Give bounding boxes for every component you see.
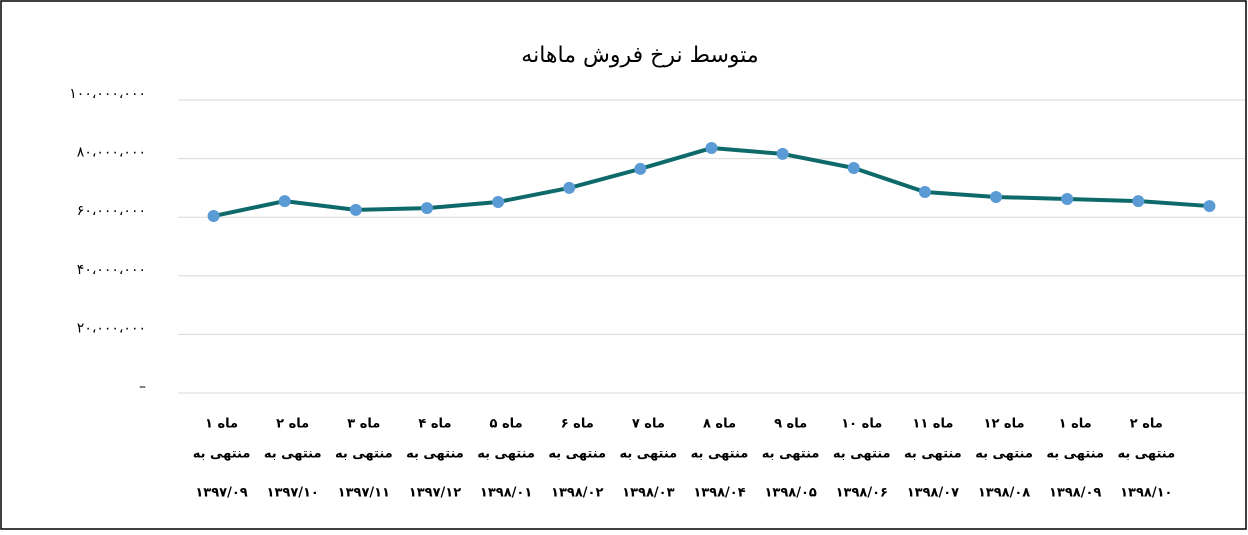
- y-tick-label: ۲۰،۰۰۰،۰۰۰: [77, 320, 146, 336]
- x-tick-label: ماه ۷: [632, 417, 665, 432]
- point: [420, 202, 433, 215]
- x-tick-label: ۱۳۹۸/۱۰: [1120, 486, 1172, 501]
- point: [918, 186, 931, 199]
- y-tick-label: ۸۰،۰۰۰،۰۰۰: [77, 145, 146, 161]
- x-tick-label: منتهی به: [264, 447, 322, 462]
- x-tick-label: منتهی به: [975, 447, 1033, 462]
- x-tick-label: منتهی به: [691, 447, 749, 462]
- x-tick-label: ۱۳۹۷/۱۰: [267, 486, 319, 501]
- x-tick-label: ماه ۱: [1059, 417, 1092, 432]
- x-tick-label: ۱۳۹۸/۰۴: [693, 486, 745, 501]
- point: [1203, 200, 1216, 213]
- point: [1132, 195, 1145, 208]
- x-tick-label: منتهی به: [548, 447, 606, 462]
- x-tick-label: منتهی به: [477, 447, 535, 462]
- x-tick-label: ۱۳۹۸/۰۳: [622, 486, 674, 501]
- point: [990, 190, 1003, 203]
- x-tick-label: ماه ۱: [205, 417, 238, 432]
- point: [1061, 193, 1074, 206]
- point: [563, 181, 576, 194]
- x-tick-label: ۱۳۹۸/۰۷: [907, 486, 959, 501]
- x-tick-label: منتهی به: [762, 447, 820, 462]
- x-tick-label: ماه ۵: [490, 417, 523, 432]
- x-tick-label: منتهی به: [1117, 447, 1175, 462]
- x-tick-label: ماه ۱۰: [841, 417, 882, 432]
- x-tick-label: منتهی به: [620, 447, 678, 462]
- x-tick-label: منتهی به: [335, 447, 393, 462]
- x-tick-label: ماه ۳: [347, 417, 380, 432]
- point: [776, 147, 789, 160]
- x-tick-label: منتهی به: [904, 447, 962, 462]
- x-tick-label: ماه ۹: [774, 417, 807, 432]
- chart-title: متوسط نرخ فروش ماهانه: [521, 43, 758, 68]
- point: [278, 195, 291, 208]
- x-tick-label: ماه ۱۱: [912, 417, 953, 432]
- point: [634, 162, 647, 175]
- x-tick-label: ماه ۸: [703, 417, 736, 432]
- x-tick-label: ۱۳۹۸/۰۶: [836, 486, 888, 501]
- x-tick-label: ماه ۶: [561, 417, 594, 432]
- x-tick-label: ۱۳۹۸/۰۵: [764, 486, 816, 501]
- x-tick-label: ۱۳۹۷/۰۹: [195, 486, 247, 501]
- x-tick-label: منتهی به: [1046, 447, 1104, 462]
- x-tick-label: ماه ۲: [276, 417, 309, 432]
- point: [349, 203, 362, 216]
- x-tick-label: ۱۳۹۸/۰۱: [480, 486, 532, 501]
- point: [207, 210, 220, 223]
- x-tick-label: منتهی به: [193, 447, 251, 462]
- x-tick-label: ۱۳۹۸/۰۲: [551, 486, 603, 501]
- point: [847, 161, 860, 174]
- y-tick-label: ۶۰،۰۰۰،۰۰۰: [77, 203, 146, 219]
- point: [705, 142, 718, 155]
- x-tick-label: ۱۳۹۸/۰۸: [978, 486, 1030, 501]
- y-tick-label: ۱۰۰،۰۰۰،۰۰۰: [69, 86, 146, 102]
- x-tick-label: ماه ۴: [418, 417, 451, 432]
- x-tick-label: منتهی به: [406, 447, 464, 462]
- x-tick-label: منتهی به: [833, 447, 891, 462]
- y-tick-label: –: [139, 379, 146, 395]
- y-tick-label: ۴۰،۰۰۰،۰۰۰: [77, 262, 146, 278]
- x-tick-label: ماه ۲: [1130, 417, 1163, 432]
- x-tick-label: ۱۳۹۸/۰۹: [1049, 486, 1101, 501]
- x-tick-label: ۱۳۹۷/۱۲: [409, 486, 461, 501]
- x-tick-label: ماه ۱۲: [984, 417, 1025, 432]
- point: [492, 195, 505, 208]
- x-tick-label: ۱۳۹۷/۱۱: [338, 486, 390, 501]
